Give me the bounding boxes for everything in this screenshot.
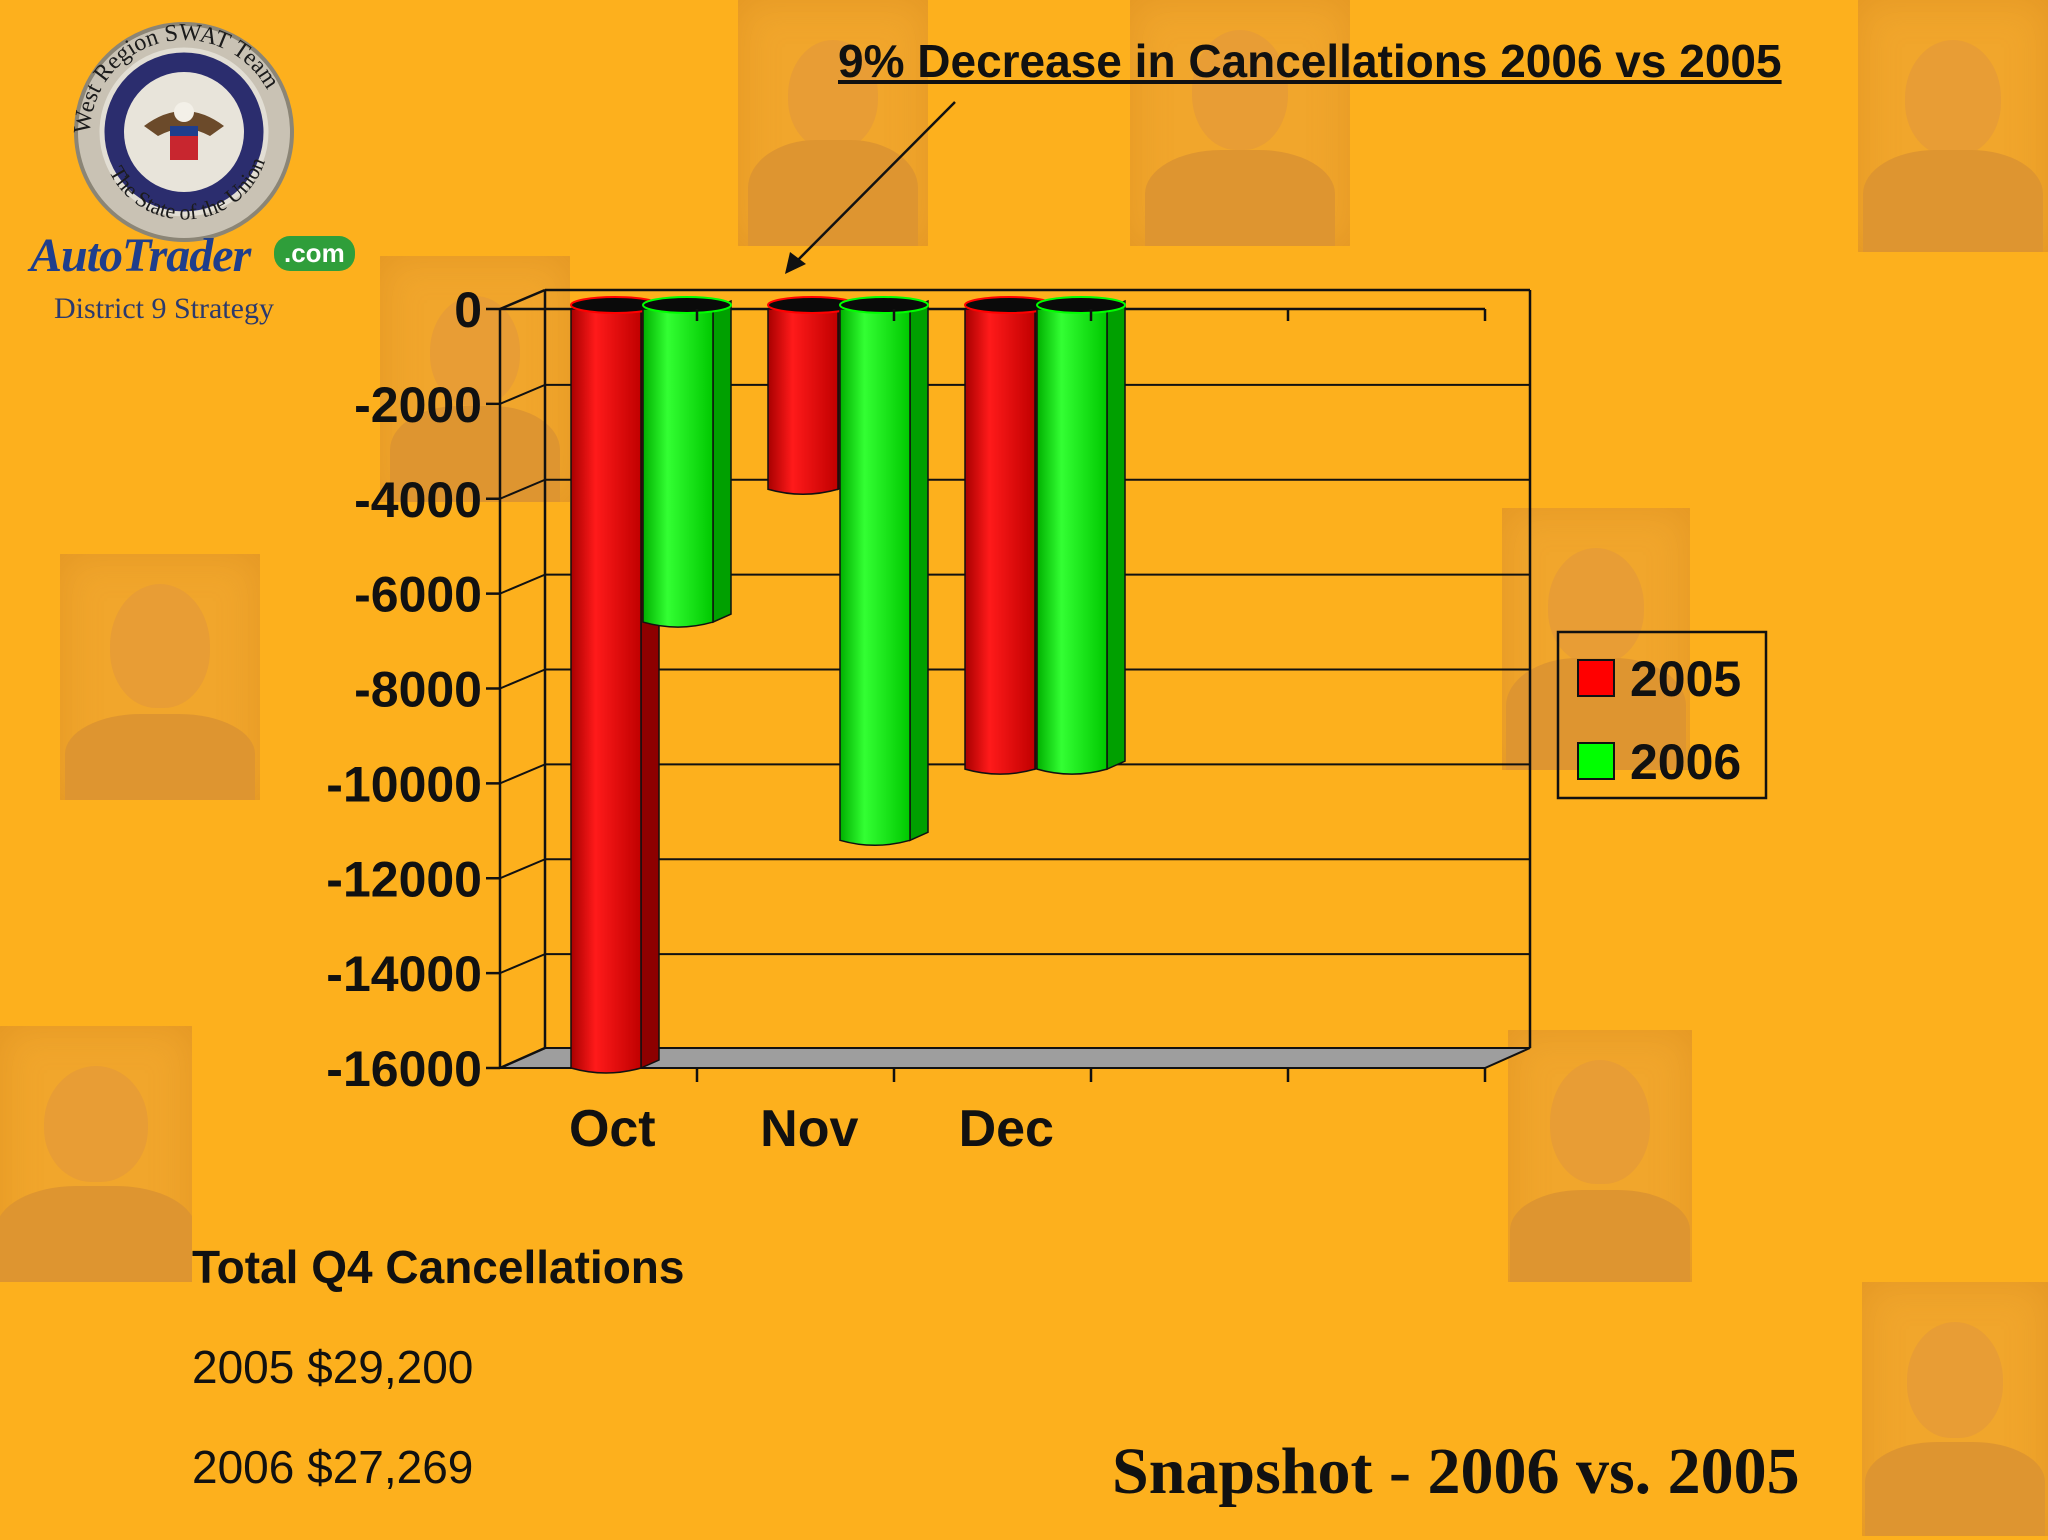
legend-swatch-2005 [1577,659,1615,697]
legend-swatch-2006 [1577,742,1615,780]
gridline-depth [499,478,546,500]
slide-headline: 9% Decrease in Cancellations 2006 vs 200… [838,35,1782,87]
y-tick-label: -4000 [354,472,482,528]
x-category-label: Nov [760,1100,858,1158]
chart-legend: 2005 2006 [1556,630,1768,800]
brand-tagline: District 9 Strategy [54,292,274,325]
callout-arrowhead [785,252,806,274]
bar-cap-2006-Oct [642,296,732,314]
y-tick-label: -8000 [354,662,482,718]
background-portrait [1862,1282,2048,1536]
bar-2006-Oct [642,308,714,628]
bar-side-2006-Nov [909,299,929,842]
bar-cap-2006-Nov [839,296,929,314]
gridline-depth [499,953,546,975]
gridline-depth [499,858,546,880]
snapshot-title: Snapshot - 2006 vs. 2005 [1112,1435,1800,1508]
background-portrait [0,1026,192,1282]
gridline-depth [499,668,546,690]
brand-name: AutoTrader [30,229,251,282]
bar-cap-2006-Dec [1036,296,1126,314]
bar-2005-Nov [767,308,839,495]
totals-title: Total Q4 Cancellations [192,1241,685,1293]
y-tick-label: 0 [454,282,482,338]
gridline-depth [499,763,546,785]
legend-label-2005: 2005 [1630,651,1741,707]
y-tick-label: -12000 [326,851,482,907]
brand-suffix: .com [274,236,355,271]
x-category-label: Oct [569,1100,656,1158]
background-portrait [1130,0,1350,246]
bar-2005-Oct [570,308,642,1074]
headline-callout-arrow [789,101,956,269]
background-portrait [1508,1030,1692,1282]
q4-totals: Total Q4 Cancellations 2005 $29,200 2006… [192,1240,684,1540]
totals-row-2006: 2006 $27,269 [192,1441,474,1493]
presidential-seal-icon: West Region SWAT Team The State of the U… [70,20,294,242]
bar-side-2006-Oct [712,299,732,624]
background-portrait [380,256,570,502]
bar-side-2006-Dec [1106,299,1126,771]
y-axis-depth-bottom [499,1046,546,1070]
cancellations-bar-chart: 0 -2000 -4000 -6000 -8000 -10000 -12000 -14000 -… [326,101,1768,1158]
x-category-label: Dec [959,1100,1054,1158]
y-tick-label: -10000 [326,756,482,812]
gridline-depth [499,573,546,595]
bar-2005-Dec [964,308,1036,775]
y-axis-depth-top [499,288,546,311]
y-tick-label: -6000 [354,567,482,623]
autotrader-logo: West Region SWAT Team The State of the U… [20,14,400,325]
bar-2006-Dec [1036,308,1108,775]
legend-label-2006: 2006 [1630,734,1741,790]
background-portrait [1858,0,2048,252]
y-tick-label: -2000 [354,377,482,433]
background-portrait [738,0,928,246]
y-tick-label: -14000 [326,946,482,1002]
totals-row-2005: 2005 $29,200 [192,1341,474,1393]
y-tick-label: -16000 [326,1041,482,1097]
background-portrait [60,554,260,800]
bar-2006-Nov [839,308,911,846]
gridline-depth [499,383,546,405]
